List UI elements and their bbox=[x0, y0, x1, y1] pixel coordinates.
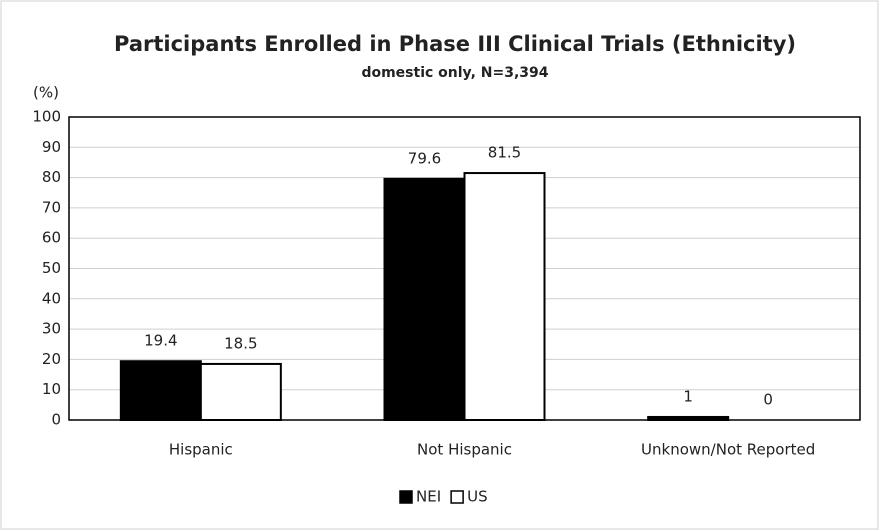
x-tick-label: Hispanic bbox=[169, 441, 233, 459]
chart-title: Participants Enrolled in Phase III Clini… bbox=[114, 32, 796, 56]
y-tick-label: 60 bbox=[42, 229, 61, 247]
bar bbox=[463, 172, 546, 421]
y-tick-label: 90 bbox=[42, 138, 61, 156]
bar bbox=[119, 360, 202, 421]
legend-label: US bbox=[467, 488, 488, 506]
y-tick-label: 70 bbox=[42, 198, 61, 216]
data-label: 81.5 bbox=[488, 144, 521, 162]
data-label: 18.5 bbox=[224, 334, 257, 352]
bar bbox=[199, 362, 282, 422]
data-label: 79.6 bbox=[408, 149, 441, 167]
y-tick-label: 20 bbox=[42, 350, 61, 368]
x-tick-label: Not Hispanic bbox=[417, 441, 512, 459]
y-tick-label: 80 bbox=[42, 168, 61, 186]
chart-subtitle: domestic only, N=3,394 bbox=[361, 65, 548, 81]
legend-swatch bbox=[450, 490, 464, 504]
legend-swatch bbox=[399, 490, 413, 504]
y-tick-label: 50 bbox=[42, 259, 61, 277]
bar bbox=[383, 177, 466, 421]
data-label: 1 bbox=[683, 387, 693, 405]
data-label: 19.4 bbox=[144, 332, 177, 350]
y-tick-label: 10 bbox=[42, 380, 61, 398]
y-axis-label: (%) bbox=[33, 84, 59, 102]
bar bbox=[647, 415, 730, 422]
x-tick-label: Unknown/Not Reported bbox=[641, 441, 815, 459]
y-tick-label: 0 bbox=[51, 411, 61, 429]
y-tick-label: 100 bbox=[32, 108, 61, 126]
legend-label: NEI bbox=[416, 488, 441, 506]
y-tick-label: 40 bbox=[42, 289, 61, 307]
y-tick-label: 30 bbox=[42, 320, 61, 338]
data-label: 0 bbox=[763, 391, 773, 409]
